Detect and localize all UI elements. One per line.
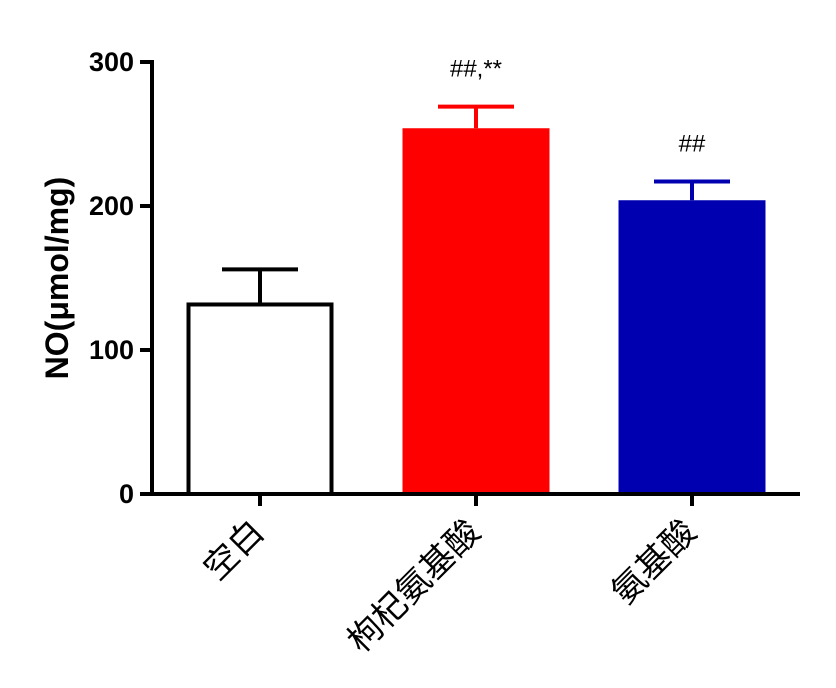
y-ticks-group: 0 100 200 300 (89, 47, 152, 509)
annotations-group: ##,** ## (450, 56, 706, 158)
significance-label: ##,** (450, 56, 502, 83)
x-category-label: 空白 (196, 512, 272, 588)
y-axis-title: NO(μmol/mg) (39, 177, 75, 380)
significance-label: ## (679, 131, 706, 158)
y-tick-label: 0 (119, 479, 134, 509)
bar-1 (186, 302, 334, 497)
y-tick-label: 300 (89, 47, 134, 77)
bar-2 (402, 128, 550, 495)
y-tick-label: 200 (89, 191, 134, 221)
error-bars-group (222, 104, 730, 303)
x-ticks-group: 空白 枸杞氨基酸 氨基酸 (196, 494, 704, 661)
bars-group (186, 128, 766, 497)
x-category-label: 氨基酸 (604, 512, 704, 612)
y-tick-label: 100 (89, 335, 134, 365)
x-category-label: 枸杞氨基酸 (340, 512, 488, 660)
bar-3 (618, 200, 766, 495)
